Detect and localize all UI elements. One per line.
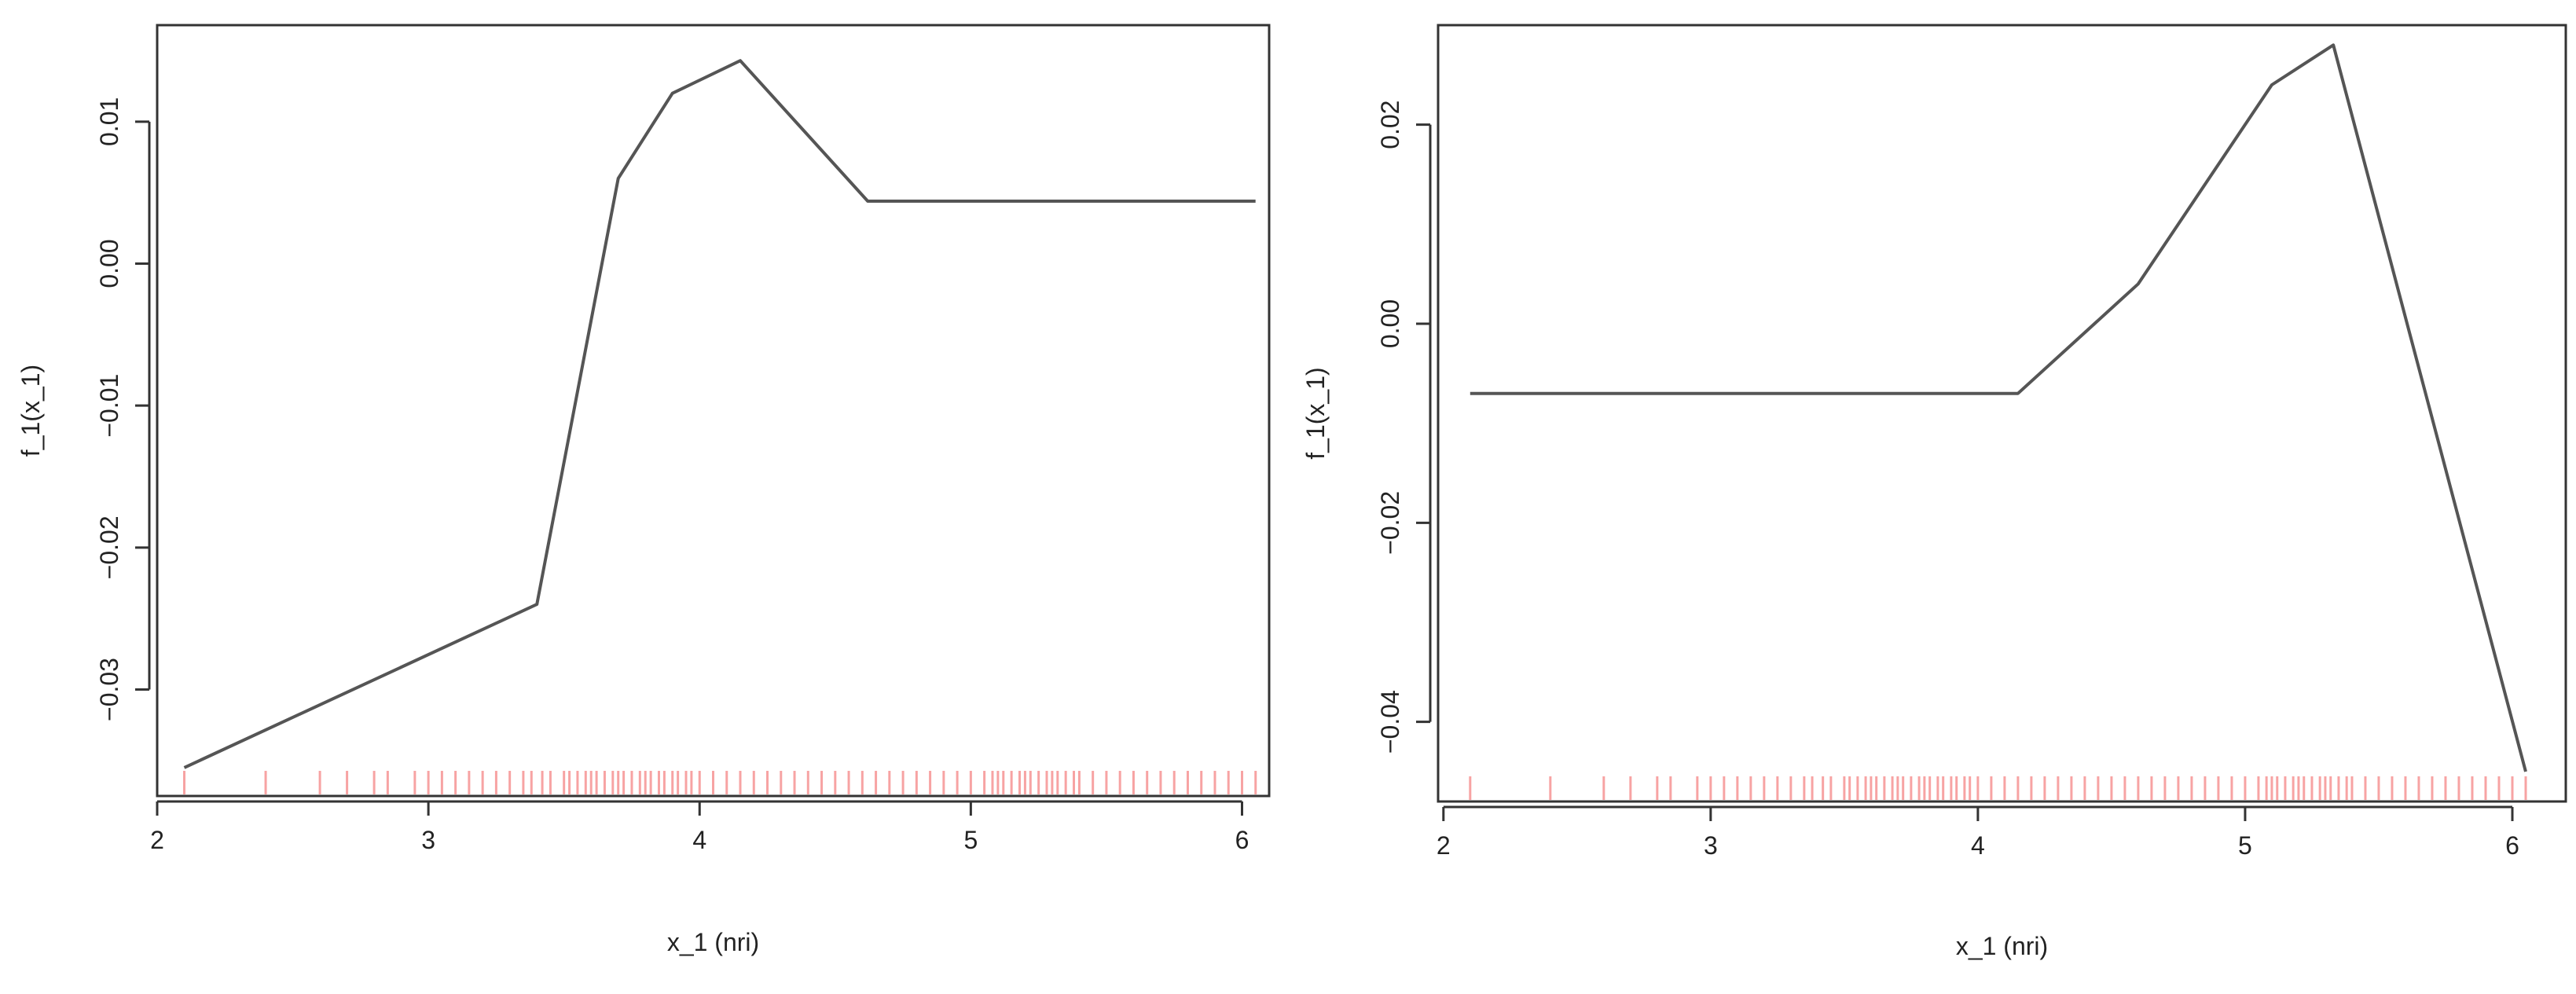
- series-line: [183, 59, 1256, 769]
- x-tick-label: 5: [2238, 831, 2252, 860]
- x-axis: 2 3 4 5 6 x_1 (nri): [1437, 805, 2519, 960]
- x-axis-label: x_1 (nri): [667, 928, 759, 956]
- y-tick-label: 0.00: [95, 239, 123, 288]
- y-axis-label: f_1(x_1): [1301, 367, 1330, 459]
- y-tick-label: 0.02: [1376, 101, 1404, 149]
- x-tick-label: 4: [1971, 831, 1985, 860]
- data-point: [672, 93, 673, 94]
- data-point: [2271, 85, 2272, 86]
- y-tick-label: −0.04: [1376, 690, 1404, 754]
- data-point: [1255, 201, 1256, 202]
- x-tick-label: 6: [1235, 826, 1249, 854]
- data-point: [2333, 45, 2334, 46]
- data-point: [184, 767, 185, 768]
- x-axis: 2 3 4 5 6 x_1 (nri): [150, 800, 1249, 956]
- y-tick-label: −0.02: [95, 515, 123, 579]
- left-chart-panel: 2 3 4 5 6 x_1 (nri) −0.03 −0.02 −0.01 0.00 0.01 f_1…: [17, 24, 1271, 956]
- y-axis-label: f_1(x_1): [17, 365, 45, 457]
- x-tick-label: 3: [421, 826, 435, 854]
- y-axis: −0.04 −0.02 0.00 0.02 f_1(x_1): [1301, 101, 1432, 754]
- x-tick-label: 3: [1704, 831, 1718, 860]
- data-point: [537, 604, 538, 605]
- data-point: [2017, 393, 2018, 394]
- right-chart-panel: 2 3 4 5 6 x_1 (nri) −0.04 −0.02 0.00 0.02 f_1(x_1): [1301, 24, 2567, 960]
- x-tick-label: 5: [963, 826, 978, 854]
- plot-frame: [1437, 24, 2567, 803]
- x-axis-label: x_1 (nri): [1956, 932, 2048, 960]
- y-tick-label: −0.02: [1376, 491, 1404, 555]
- x-tick-label: 2: [150, 826, 164, 854]
- y-tick-label: −0.01: [95, 374, 123, 438]
- y-axis: −0.03 −0.02 −0.01 0.00 0.01 f_1(x_1): [17, 97, 151, 721]
- y-tick-label: 0.00: [1376, 299, 1404, 348]
- x-tick-label: 2: [1437, 831, 1451, 860]
- rug-marks: [183, 771, 1257, 794]
- series-line: [1470, 43, 2527, 772]
- y-tick-label: −0.03: [95, 658, 123, 721]
- x-tick-label: 4: [692, 826, 706, 854]
- x-tick-label: 6: [2505, 831, 2519, 860]
- plot-frame: [156, 24, 1271, 798]
- y-tick-label: 0.01: [95, 97, 123, 146]
- rug-marks: [1469, 776, 2527, 800]
